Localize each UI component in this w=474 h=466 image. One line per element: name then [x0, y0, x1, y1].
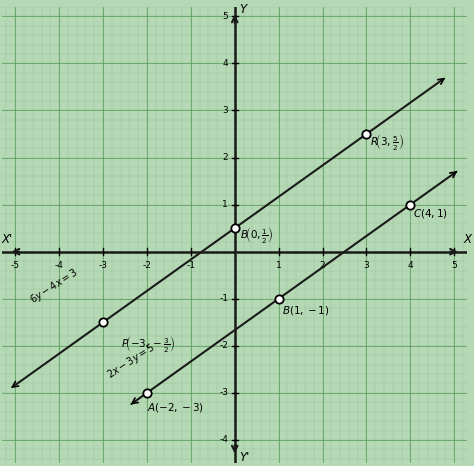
- Text: -4: -4: [219, 435, 228, 445]
- Text: $C(4,1)$: $C(4,1)$: [412, 207, 447, 220]
- Text: 4: 4: [408, 261, 413, 270]
- Text: -2: -2: [219, 341, 228, 350]
- Text: -1: -1: [186, 261, 195, 270]
- Text: X: X: [464, 233, 472, 246]
- Text: 4: 4: [222, 59, 228, 68]
- Text: X': X': [1, 233, 12, 246]
- Text: -1: -1: [219, 294, 228, 303]
- Text: $B(1,-1)$: $B(1,-1)$: [282, 304, 330, 317]
- Text: $B\!\left(0,\frac{1}{2}\right)$: $B\!\left(0,\frac{1}{2}\right)$: [240, 225, 273, 245]
- Text: 5: 5: [451, 261, 457, 270]
- Text: 2: 2: [222, 153, 228, 162]
- Text: $2x-3y=5$: $2x-3y=5$: [104, 340, 158, 382]
- Text: Y: Y: [239, 3, 246, 15]
- Text: 1: 1: [276, 261, 282, 270]
- Text: -5: -5: [11, 261, 20, 270]
- Text: $R\!\left(3,\frac{5}{2}\right)$: $R\!\left(3,\frac{5}{2}\right)$: [370, 132, 404, 152]
- Text: $A(-2,-3)$: $A(-2,-3)$: [147, 401, 204, 414]
- Text: -4: -4: [55, 261, 64, 270]
- Text: Y': Y': [239, 451, 249, 464]
- Text: 5: 5: [222, 12, 228, 21]
- Text: -3: -3: [219, 388, 228, 397]
- Text: 2: 2: [320, 261, 325, 270]
- Text: 3: 3: [364, 261, 369, 270]
- Text: 3: 3: [222, 106, 228, 115]
- Text: 1: 1: [222, 200, 228, 209]
- Text: -3: -3: [99, 261, 108, 270]
- Text: $6y-4x=3$: $6y-4x=3$: [27, 265, 82, 307]
- Text: $P\!\left(-3,-\frac{3}{2}\right)$: $P\!\left(-3,-\frac{3}{2}\right)$: [120, 334, 175, 354]
- Text: -2: -2: [143, 261, 151, 270]
